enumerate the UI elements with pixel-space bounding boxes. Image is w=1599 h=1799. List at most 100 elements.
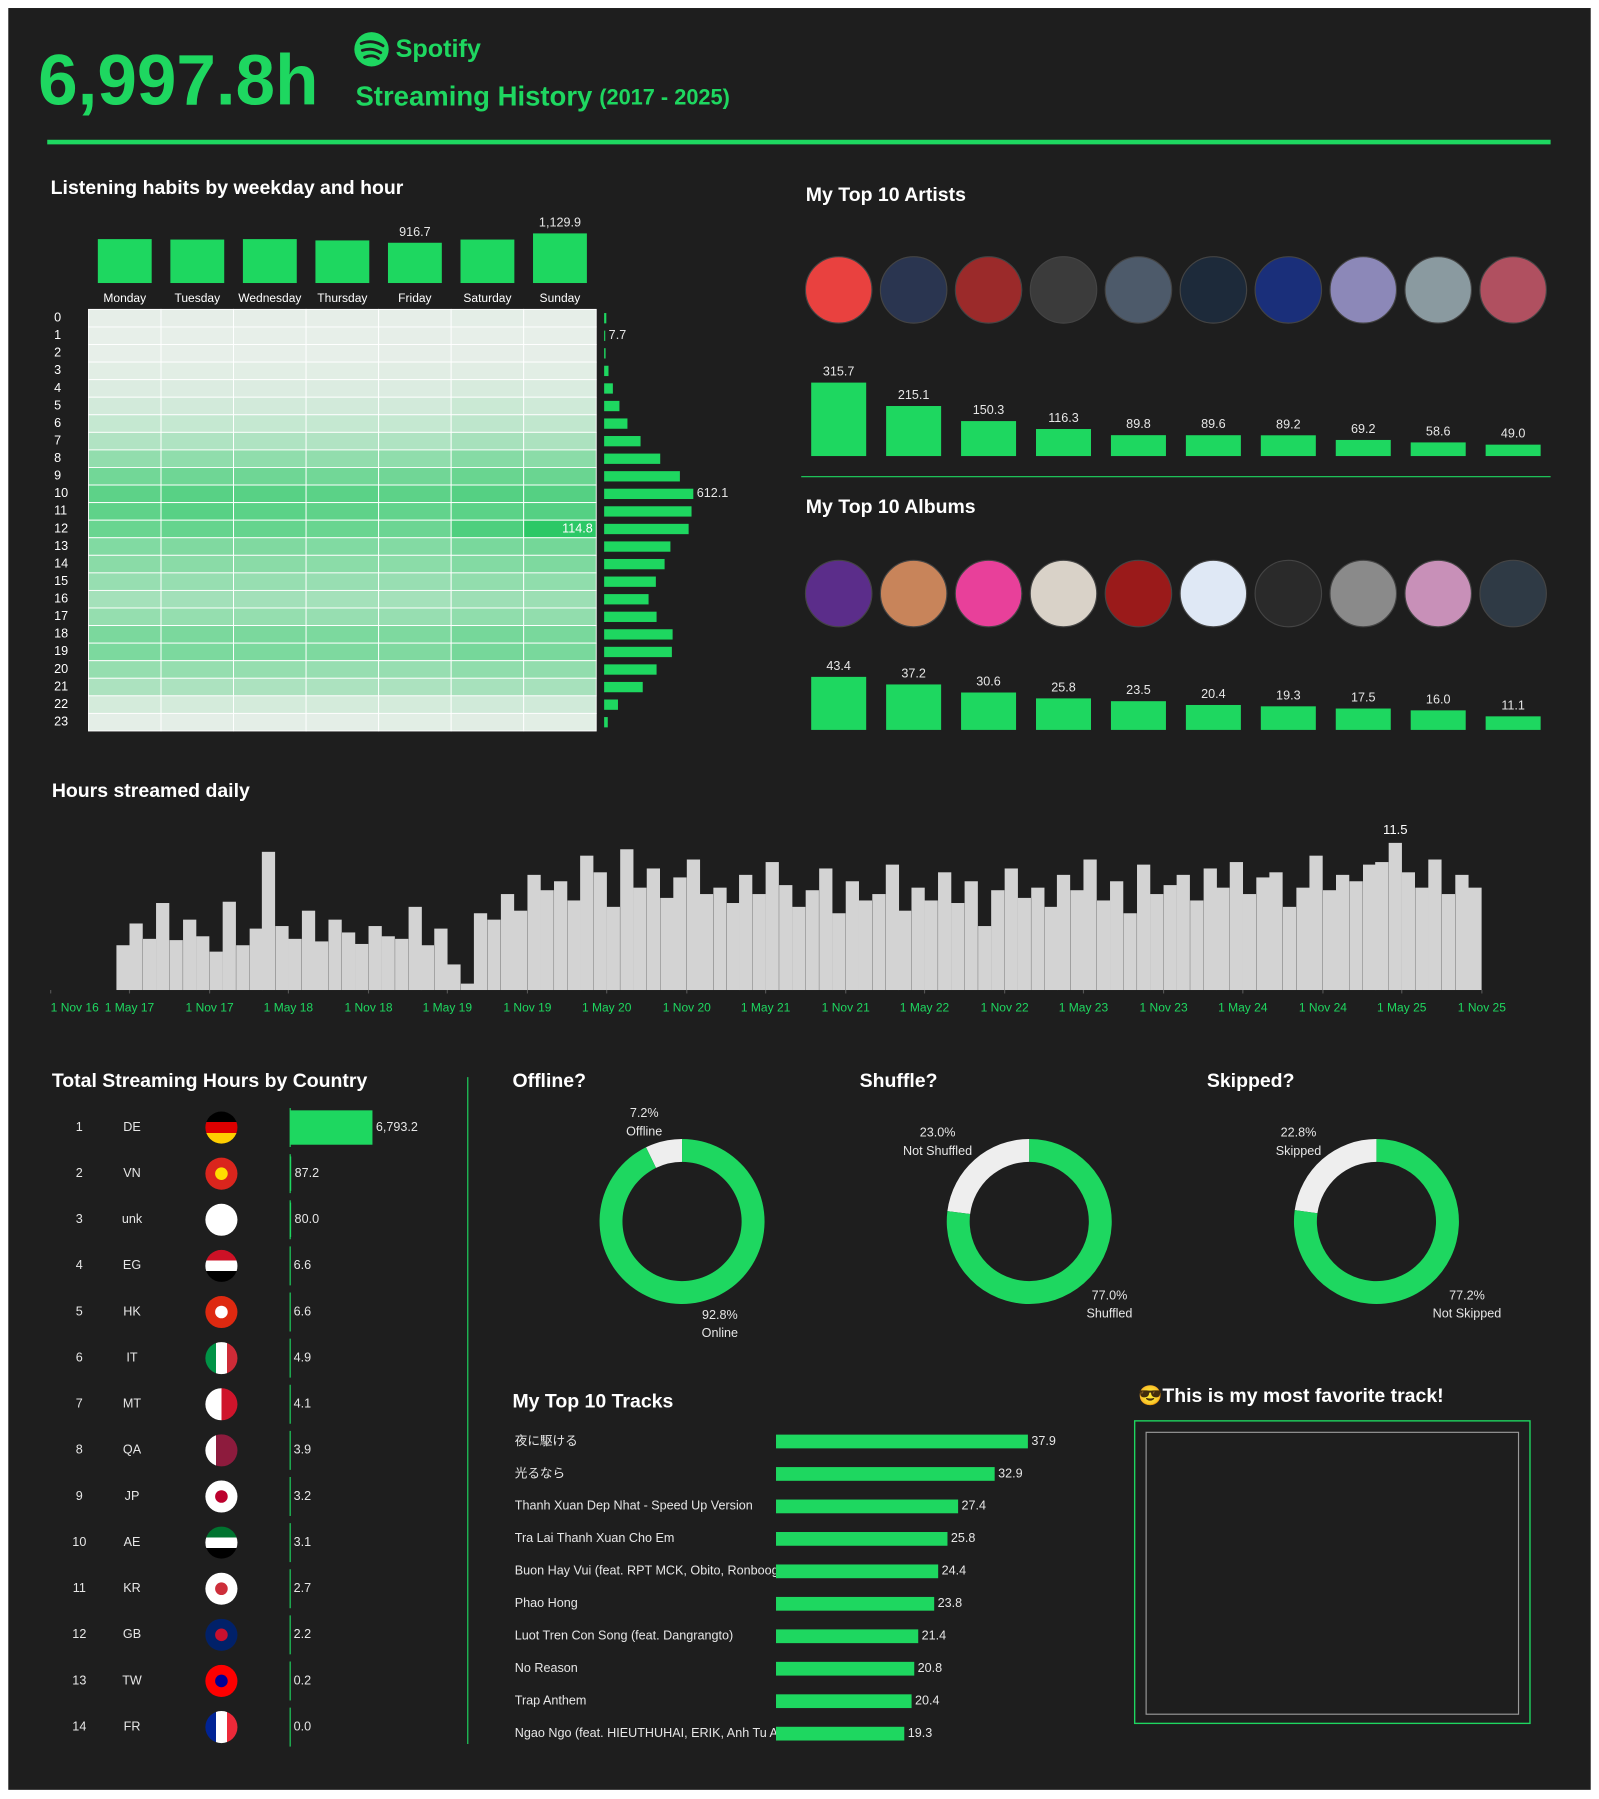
day-bar bbox=[1428, 859, 1442, 991]
bar bbox=[776, 1629, 919, 1644]
value-label: 4.1 bbox=[294, 1397, 312, 1411]
heat-cell bbox=[305, 308, 380, 328]
day-bar bbox=[606, 906, 620, 991]
heat-cell bbox=[378, 625, 452, 644]
heat-cell bbox=[305, 572, 380, 591]
heat-cell bbox=[88, 712, 162, 732]
cover-image bbox=[1404, 559, 1473, 628]
heat-cell bbox=[233, 414, 307, 433]
heat-cell bbox=[378, 677, 452, 697]
row-label: 1 bbox=[54, 328, 61, 342]
bar bbox=[776, 1694, 912, 1709]
donut-slice bbox=[1294, 1138, 1377, 1214]
value-label: 3.9 bbox=[294, 1443, 312, 1457]
heat-cell bbox=[233, 484, 307, 504]
day-bar bbox=[765, 862, 779, 991]
category-label: Phao Hong bbox=[515, 1596, 578, 1610]
flag bbox=[205, 1711, 238, 1744]
heat-cell bbox=[378, 660, 452, 679]
cover-image bbox=[1254, 559, 1323, 628]
day-bar bbox=[752, 894, 766, 991]
row-label: 19 bbox=[54, 644, 68, 658]
bar bbox=[776, 1726, 905, 1741]
flag-emblem bbox=[215, 1582, 228, 1596]
day-bar bbox=[447, 964, 461, 991]
row-label: 20 bbox=[54, 662, 68, 676]
value-label: 6.6 bbox=[294, 1304, 312, 1318]
heat-cell bbox=[523, 344, 597, 363]
day-bar bbox=[1362, 864, 1377, 991]
cover-image bbox=[954, 256, 1023, 324]
heat-cell bbox=[450, 414, 525, 433]
day-bar bbox=[1375, 862, 1389, 991]
heat-cell bbox=[88, 396, 162, 416]
favorite-frame bbox=[1133, 1420, 1531, 1725]
heat-cell bbox=[378, 431, 452, 451]
heat-cell bbox=[450, 625, 525, 644]
day-bar bbox=[779, 885, 793, 991]
row-label: 12 bbox=[54, 521, 68, 535]
value-label: 150.3 bbox=[973, 403, 1005, 417]
day-bar bbox=[792, 906, 806, 991]
heat-cell bbox=[523, 361, 597, 381]
heat-cell bbox=[378, 607, 452, 627]
value-label: 23.5 bbox=[1126, 683, 1151, 697]
cover-image bbox=[879, 559, 948, 628]
donut-slice bbox=[947, 1138, 1030, 1215]
bar bbox=[604, 383, 613, 394]
heat-cell bbox=[305, 396, 380, 416]
heat-cell bbox=[88, 484, 162, 504]
value-label: 89.2 bbox=[1276, 417, 1301, 431]
day-bar bbox=[368, 926, 382, 991]
rank: 11 bbox=[73, 1581, 86, 1595]
rank: 4 bbox=[76, 1258, 83, 1272]
day-bar bbox=[513, 910, 528, 991]
heat-cell bbox=[305, 467, 380, 486]
heat-cell bbox=[523, 554, 597, 574]
value-label: 69.2 bbox=[1351, 422, 1376, 436]
category-label: Buon Hay Vui (feat. RPT MCK, Obito, Ronb… bbox=[515, 1564, 786, 1578]
day-bar bbox=[991, 890, 1005, 991]
heat-cell bbox=[305, 379, 380, 398]
heat-cell bbox=[160, 308, 235, 328]
day-bar bbox=[1123, 913, 1137, 991]
heat-cell bbox=[88, 607, 162, 627]
bar bbox=[776, 1661, 915, 1676]
bar bbox=[604, 611, 657, 622]
heat-cell bbox=[450, 554, 525, 574]
x-tick-label: 1 Nov 21 bbox=[822, 1001, 870, 1015]
favorite-player bbox=[1145, 1431, 1520, 1715]
day-bar bbox=[500, 894, 515, 991]
row-label: 2 bbox=[54, 346, 61, 360]
day-bar bbox=[460, 983, 475, 991]
day-bar bbox=[1388, 842, 1402, 991]
header-title: Streaming History (2017 - 2025) bbox=[355, 81, 729, 112]
brand: Spotify bbox=[396, 35, 481, 63]
heat-cell bbox=[523, 502, 597, 521]
day-bar bbox=[580, 855, 594, 991]
heat-cell bbox=[523, 695, 597, 714]
value-label: 89.8 bbox=[1126, 417, 1151, 431]
row-label: 0 bbox=[54, 310, 61, 324]
day-bar bbox=[1190, 900, 1204, 991]
bar bbox=[1185, 704, 1241, 730]
bar bbox=[776, 1596, 935, 1611]
rank: 7 bbox=[76, 1397, 83, 1411]
value-label: 20.8 bbox=[918, 1661, 943, 1675]
x-tick-label: 1 Nov 25 bbox=[1458, 1001, 1506, 1015]
heat-cell bbox=[450, 484, 525, 504]
heat-cell bbox=[305, 537, 380, 556]
heat-cell bbox=[160, 379, 235, 398]
bar bbox=[460, 239, 515, 284]
day-bar bbox=[341, 932, 356, 991]
flag bbox=[205, 1249, 238, 1282]
heat-cell bbox=[378, 379, 452, 398]
value-label: 19.3 bbox=[1276, 688, 1301, 702]
heat-cell bbox=[233, 625, 307, 644]
category-label: Tuesday bbox=[174, 291, 220, 305]
x-tick-label: 1 Nov 20 bbox=[663, 1001, 711, 1015]
day-bar bbox=[845, 881, 859, 991]
heat-cell bbox=[88, 677, 162, 697]
value-label: 0.0 bbox=[294, 1719, 312, 1733]
bar bbox=[315, 240, 370, 284]
